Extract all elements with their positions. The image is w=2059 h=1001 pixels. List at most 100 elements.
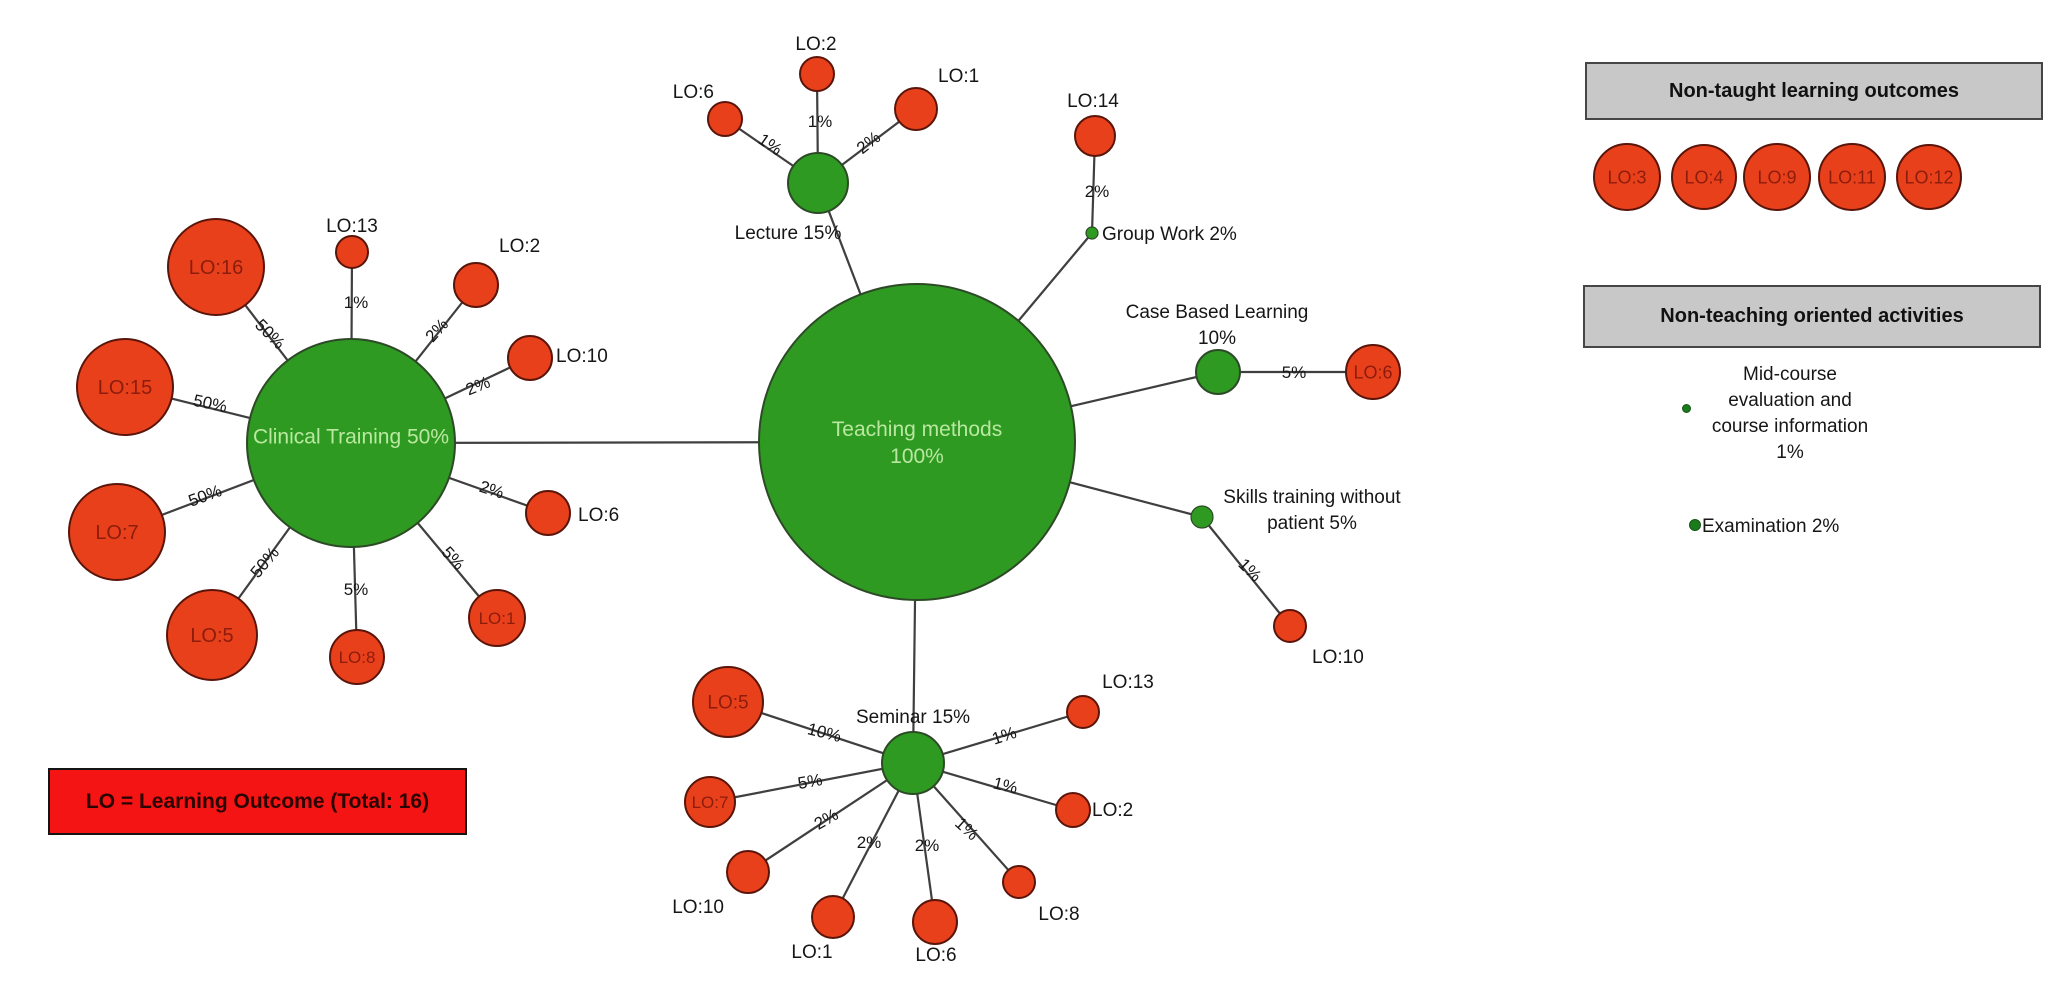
label-ct-lo15: LO:15 [98,377,152,399]
node-p-lo12 [1896,144,1962,210]
label-lec-lo6: LO:6 [673,82,714,103]
node-ct-lo5 [166,589,258,681]
node-sem-lo6 [912,899,958,945]
edge-label-seminar-sem-lo6: 2% [915,836,940,855]
label-ct-lo16: LO:16 [189,257,243,279]
edge-label-seminar-sem-lo8: 1% [951,814,982,845]
label-sem-lo1: LO:1 [791,942,832,963]
node-lec-lo1 [894,87,938,131]
label-gw-lo14: LO:14 [1067,91,1119,112]
node-p-lo4 [1671,144,1737,210]
node-p-lo3 [1593,143,1661,211]
label-ct-lo7: LO:7 [95,522,138,544]
node-ct-lo15 [76,338,174,436]
node-case-based-learning [1195,349,1241,395]
legend-text: LO = Learning Outcome (Total: 16) [85,789,430,813]
label-lecture: Lecture 15% [735,223,842,244]
edge-label-case-based-learning-cbl-lo6: 5% [1282,363,1307,382]
label-cbl-lo6: LO:6 [1353,362,1392,382]
edge-seminar-sem-lo7 [709,761,914,804]
mid-course-activity-label: Mid-course evaluation and course informa… [1711,364,1869,463]
mid-course-bullet-icon [1682,404,1691,413]
edge-label-seminar-sem-lo2: 1% [991,773,1019,797]
label-skills-training: Skills training without patient 5% [1223,487,1401,534]
edge-label-clinical-training-ct-lo15: 50% [192,391,229,417]
node-sem-lo2 [1055,792,1091,828]
legend-box: LO = Learning Outcome (Total: 16) [48,768,467,835]
edge-label-lecture-lec-lo6: 1% [755,130,786,160]
node-ct-lo8 [329,629,385,685]
node-lec-lo2 [799,56,835,92]
label-group-work: Group Work 2% [1102,224,1237,245]
examination-activity-label: Examination 2% [1702,516,1840,537]
node-ct-lo13 [335,235,369,269]
edge-label-clinical-training-ct-lo10: 2% [463,372,493,399]
node-p-lo9 [1743,143,1811,211]
node-lecture [787,152,849,214]
label-ct-lo13: LO:13 [326,216,378,237]
label-lec-lo2: LO:2 [795,34,836,55]
label-ct-lo8: LO:8 [339,648,376,667]
edge-label-clinical-training-ct-lo7: 50% [186,481,224,510]
node-clinical-training [246,338,456,548]
label-p-lo12: LO:12 [1904,167,1953,187]
label-lec-lo1: LO:1 [938,66,979,87]
node-sem-lo10 [726,850,770,894]
label-case-based-learning: Case Based Learning 10% [1126,302,1309,349]
edge-label-skills-training-st-lo10: 1% [1234,555,1265,586]
non-teaching-panel-header: Non-teaching oriented activities [1583,285,2041,348]
node-sem-lo8 [1002,865,1036,899]
label-sem-lo13: LO:13 [1102,672,1154,693]
node-ct-lo2 [453,262,499,308]
label-clinical-training: Clinical Training 50% [253,425,449,448]
label-sem-lo10: LO:10 [672,897,724,918]
label-sem-lo8: LO:8 [1038,904,1079,925]
label-sem-lo5: LO:5 [707,693,748,714]
label-p-lo11: LO:11 [1828,167,1876,187]
edge-label-group-work-gw-lo14: 2% [1085,182,1110,201]
node-group-work [1085,226,1099,240]
edge-skills-training-st-lo10 [1201,516,1291,627]
label-ct-lo10: LO:10 [556,346,608,367]
node-sem-lo5 [692,666,764,738]
node-sem-lo13 [1066,695,1100,729]
node-ct-lo7 [68,483,166,581]
label-ct-lo5: LO:5 [190,625,233,647]
label-p-lo3: LO:3 [1607,167,1646,187]
edge-label-seminar-sem-lo10: 2% [811,805,842,834]
node-teaching-methods [758,283,1076,601]
edge-label-clinical-training-ct-lo5: 50% [247,543,283,581]
label-sem-lo6: LO:6 [915,945,956,966]
node-sem-lo1 [811,895,855,939]
label-sem-lo7: LO:7 [692,793,729,812]
label-seminar: Seminar 15% [856,707,970,728]
edge-label-seminar-sem-lo13: 1% [990,723,1019,749]
node-st-lo10 [1273,609,1307,643]
edge-label-clinical-training-ct-lo8: 5% [344,580,369,599]
node-p-lo11 [1818,143,1886,211]
node-ct-lo1 [468,589,526,647]
label-ct-lo1: LO:1 [479,609,516,628]
edge-label-seminar-sem-lo1: 2% [857,833,882,852]
label-sem-lo2: LO:2 [1092,800,1133,821]
edge-seminar-sem-lo10 [747,762,914,873]
examination-bullet-icon [1689,519,1701,531]
label-ct-lo6: LO:6 [578,505,619,526]
edge-label-clinical-training-ct-lo1: 5% [438,543,469,574]
label-ct-lo2: LO:2 [499,236,540,257]
node-cbl-lo6 [1345,344,1401,400]
edge-label-seminar-sem-lo7: 5% [796,770,824,793]
edge-label-seminar-sem-lo5: 10% [806,719,844,746]
edge-label-lecture-lec-lo2: 1% [808,112,833,131]
node-gw-lo14 [1074,115,1116,157]
label-teaching-methods: Teaching methods 100% [832,418,1002,468]
label-st-lo10: LO:10 [1312,647,1364,668]
node-ct-lo10 [507,335,553,381]
edge-label-clinical-training-ct-lo13: 1% [344,293,369,312]
label-p-lo9: LO:9 [1757,167,1796,187]
node-ct-lo16 [167,218,265,316]
node-sem-lo7 [684,776,736,828]
label-p-lo4: LO:4 [1684,167,1723,187]
